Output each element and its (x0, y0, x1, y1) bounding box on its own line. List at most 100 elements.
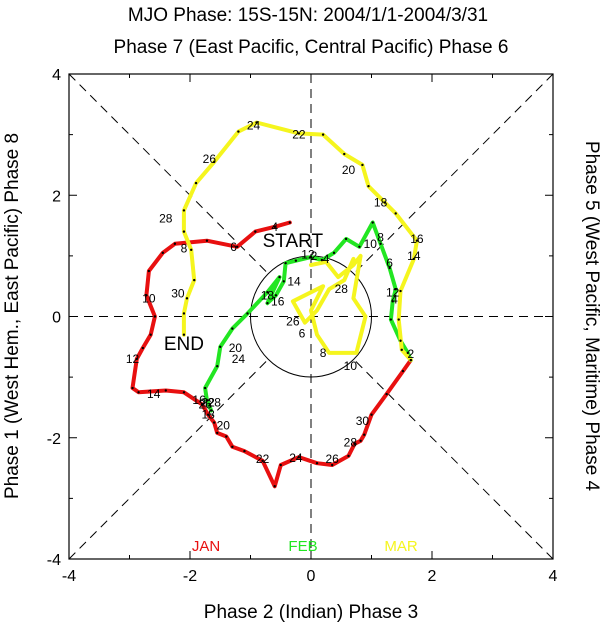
data-point (401, 369, 405, 373)
data-point (294, 259, 298, 262)
data-point (219, 345, 222, 349)
data-point (209, 409, 213, 412)
day-label: 18 (201, 408, 215, 422)
day-label: 30 (171, 286, 185, 300)
day-label: 10 (344, 359, 358, 373)
day-label: 18 (261, 288, 275, 302)
data-point (399, 289, 402, 293)
data-point (149, 333, 152, 336)
day-label: 8 (320, 346, 327, 360)
left-phase-label: Phase 1 (West Hem., East Pacific) Phase … (2, 133, 23, 499)
day-label: 6 (299, 326, 306, 340)
data-point (193, 278, 196, 282)
day-label: 28 (208, 396, 222, 410)
data-point (282, 280, 285, 283)
data-point (278, 275, 281, 279)
day-label: 14 (407, 249, 421, 263)
day-label: 8 (181, 242, 188, 256)
data-point (409, 358, 413, 362)
day-label: 4 (323, 252, 330, 266)
data-point (216, 431, 219, 435)
series-line-jan (130, 220, 413, 489)
day-label: 24 (232, 352, 246, 366)
data-point (182, 391, 186, 394)
day-label: 26 (203, 152, 217, 166)
diagonal-line-2 (353, 73, 554, 274)
data-point (344, 237, 348, 241)
end-label: END (164, 334, 204, 355)
day-label: 10 (364, 237, 378, 251)
data-point (284, 261, 287, 265)
data-point (266, 291, 269, 294)
data-point (399, 339, 402, 342)
data-point (406, 351, 409, 355)
data-point (153, 315, 157, 318)
data-point (394, 212, 397, 215)
day-label: 2 (311, 249, 318, 263)
day-label: 4 (271, 220, 278, 234)
series-line-feb (203, 220, 413, 413)
data-point (203, 386, 207, 390)
day-label: 26 (325, 452, 339, 466)
day-label: 6 (230, 240, 237, 254)
day-label: 28 (159, 211, 173, 225)
day-label: 20 (229, 341, 243, 355)
chart-title: MJO Phase: 15S-15N: 2004/1/1-2004/3/31 (128, 5, 488, 26)
legend-feb: FEB (288, 538, 317, 555)
data-point (190, 248, 193, 252)
start-label: START (263, 231, 324, 252)
data-point (379, 242, 382, 245)
day-label: 18 (374, 196, 388, 210)
day-label: 8 (377, 231, 384, 245)
legend-mar: MAR (384, 538, 418, 555)
y-tick-label: -2 (47, 431, 61, 448)
data-point (147, 269, 151, 273)
data-point (358, 245, 361, 248)
data-point (261, 459, 264, 462)
x-tick-label: 2 (428, 568, 437, 585)
day-label: 4 (391, 293, 398, 307)
data-point (415, 239, 419, 242)
data-point (385, 392, 388, 396)
top-phase-label: Phase 7 (East Pacific, Central Pacific) … (114, 37, 509, 58)
data-point (182, 333, 186, 336)
day-label: 20 (342, 163, 356, 177)
series-line-mar-inner (290, 253, 368, 355)
data-point (371, 221, 374, 224)
data-point (161, 251, 164, 255)
x-axis-label: Phase 2 (Indian) Phase 3 (204, 602, 418, 623)
data-point (135, 357, 138, 361)
data-point (388, 266, 391, 270)
day-label: 30 (356, 414, 370, 428)
day-label: 10 (142, 291, 156, 305)
data-point (273, 225, 276, 228)
data-point (254, 230, 257, 233)
x-tick-label: 0 (307, 568, 316, 585)
data-point (266, 301, 269, 305)
day-label: 26 (198, 397, 212, 411)
data-point (145, 294, 148, 297)
data-point (200, 403, 204, 406)
day-label: 12 (301, 248, 315, 262)
data-point (237, 130, 240, 133)
day-label: 16 (271, 294, 285, 308)
day-label: 16 (192, 393, 206, 407)
day-label: 26 (286, 314, 300, 328)
x-tick-label: -2 (183, 568, 197, 585)
data-point (255, 121, 258, 124)
data-point (194, 181, 198, 185)
data-point (225, 435, 228, 438)
right-phase-label: Phase 5 (West Pacific, Maritime) Phase 4 (581, 141, 602, 492)
data-point (391, 300, 394, 303)
data-point (206, 413, 210, 416)
day-label: 28 (335, 282, 349, 296)
data-point (273, 485, 276, 488)
day-label: 28 (344, 436, 358, 450)
day-label: 2 (407, 347, 414, 361)
data-point (141, 346, 145, 350)
y-tick-label: 0 (52, 310, 61, 327)
data-point (363, 433, 366, 436)
data-point (182, 312, 186, 315)
data-point (320, 258, 324, 262)
